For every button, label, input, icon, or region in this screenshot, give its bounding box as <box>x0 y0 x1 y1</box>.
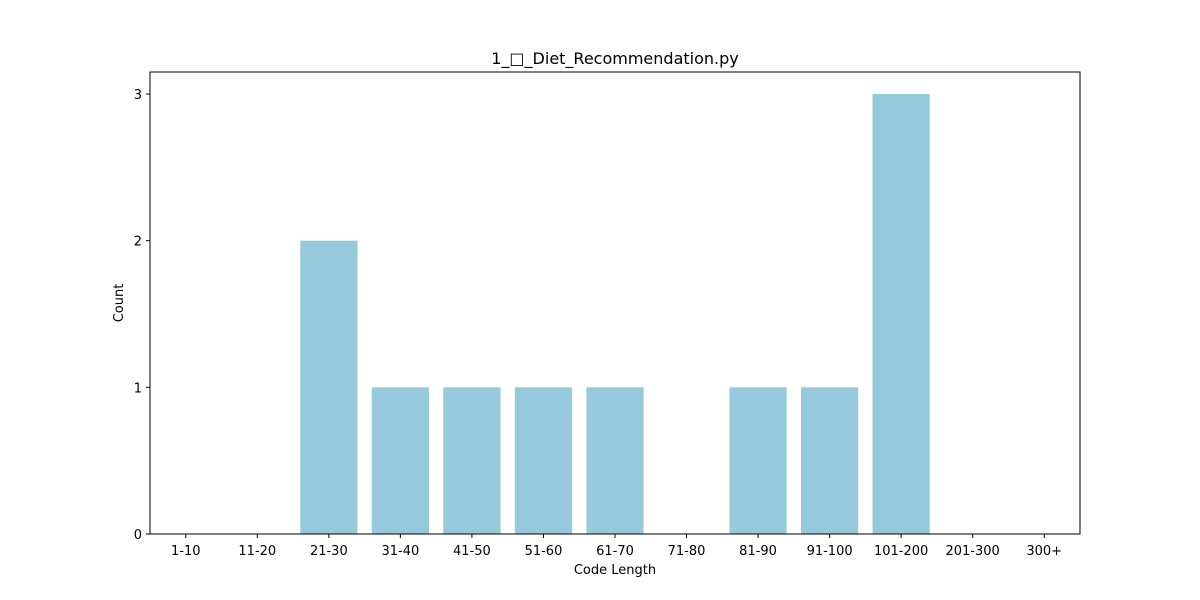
x-tick-label: 300+ <box>1026 544 1062 559</box>
y-tick-label: 3 <box>134 88 142 103</box>
bar-21-30 <box>300 240 358 534</box>
chart-title: 1_□_Diet_Recommendation.py <box>491 49 738 69</box>
y-axis-label: Count <box>112 284 127 323</box>
x-tick-label: 41-50 <box>453 544 491 559</box>
x-axis-ticks: 1-10 11-20 21-30 31-40 41-50 51-60 61-70 71-80 8… <box>171 534 1062 559</box>
x-tick-label: 21-30 <box>310 544 348 559</box>
bar-31-40 <box>371 387 429 534</box>
y-tick-label: 0 <box>134 528 142 543</box>
bar-61-70 <box>586 387 644 534</box>
bar-101-200 <box>872 94 930 534</box>
bars-group <box>300 94 930 534</box>
x-tick-label: 61-70 <box>596 544 634 559</box>
x-tick-label: 31-40 <box>381 544 419 559</box>
x-tick-label: 51-60 <box>525 544 563 559</box>
x-tick-label: 81-90 <box>739 544 777 559</box>
x-tick-label: 71-80 <box>668 544 706 559</box>
y-tick-label: 2 <box>134 235 142 250</box>
y-tick-label: 1 <box>134 381 142 396</box>
y-axis-ticks: 0 1 2 3 <box>134 88 150 543</box>
x-tick-label: 11-20 <box>238 544 276 559</box>
x-tick-label: 1-10 <box>171 544 201 559</box>
bar-51-60 <box>514 387 573 534</box>
bar-91-100 <box>801 387 859 534</box>
x-tick-label: 201-300 <box>946 544 1000 559</box>
bar-41-50 <box>443 387 501 534</box>
bar-81-90 <box>729 387 787 534</box>
x-axis-label: Code Length <box>574 563 656 578</box>
x-tick-label: 101-200 <box>874 544 928 559</box>
x-tick-label: 91-100 <box>807 544 853 559</box>
